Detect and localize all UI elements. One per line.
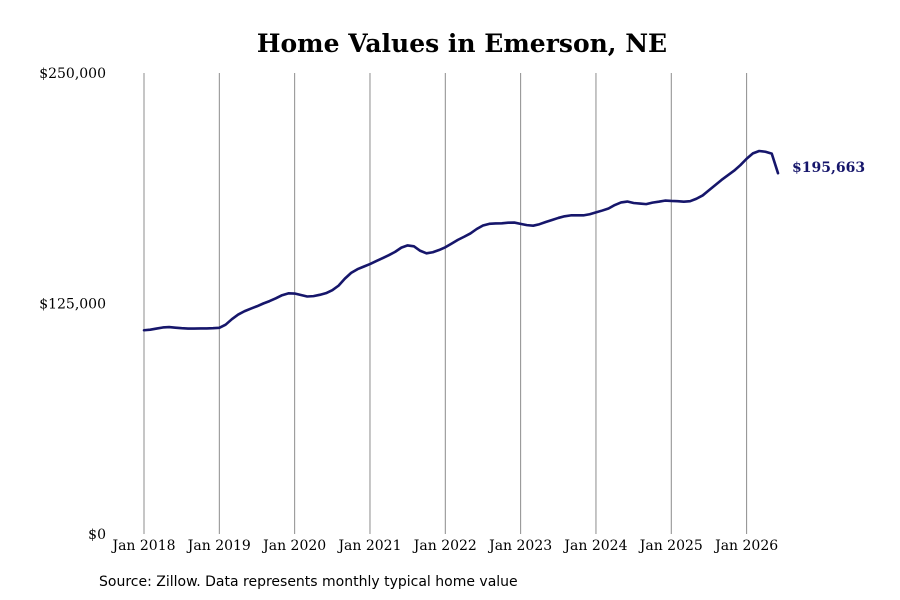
x-tick-label: Jan 2020 (261, 538, 326, 554)
x-tick-label: Jan 2019 (186, 538, 251, 554)
x-tick-label: Jan 2024 (562, 538, 627, 554)
x-tick-label: Jan 2023 (487, 538, 552, 554)
y-tick-label: $125,000 (39, 297, 106, 313)
grid-lines (143, 73, 748, 534)
chart-title: Home Values in Emerson, NE (257, 29, 667, 58)
source-note: Source: Zillow. Data represents monthly … (99, 574, 518, 590)
x-tick-label: Jan 2018 (110, 538, 175, 554)
y-axis-tick-labels: $0 $125,000 $250,000 (39, 66, 106, 543)
x-tick-label: Jan 2022 (412, 538, 477, 554)
x-axis-tick-labels: Jan 2018 Jan 2019 Jan 2020 Jan 2021 Jan 2022… (110, 538, 778, 554)
x-tick-label: Jan 2026 (713, 538, 778, 554)
series-line (142, 149, 780, 332)
y-tick-label: $250,000 (39, 66, 106, 82)
y-tick-label: $0 (88, 527, 106, 543)
end-value-label: $195,663 (792, 160, 865, 176)
x-tick-label: Jan 2025 (638, 538, 703, 554)
x-tick-label: Jan 2021 (336, 538, 401, 554)
